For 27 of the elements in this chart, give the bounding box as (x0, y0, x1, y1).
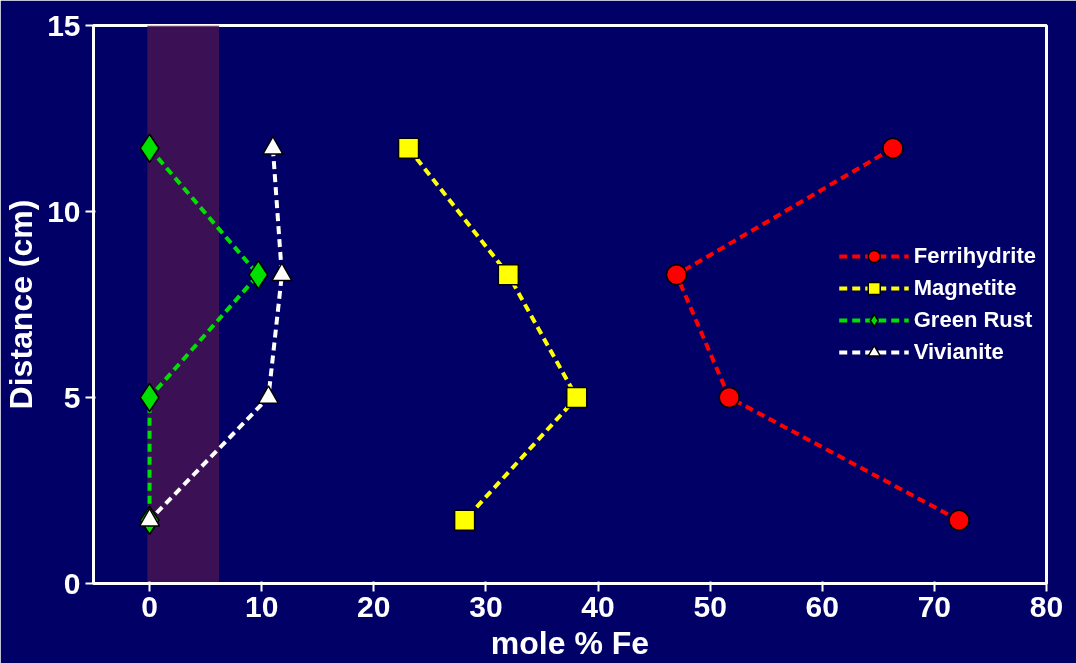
point (453, 509, 476, 532)
point (497, 263, 520, 286)
point (665, 264, 688, 286)
point (882, 137, 904, 159)
legend-label: Ferrihydrite (913, 243, 1036, 269)
x-tick-label: 40 (581, 589, 615, 623)
x-axis-title: mole % Fe (490, 624, 650, 661)
point (565, 386, 588, 409)
x-tick-label: 60 (805, 589, 839, 623)
y-tick-label: 10 (47, 194, 81, 228)
x-tick-label: 70 (917, 589, 952, 623)
x-tick-label: 20 (357, 589, 391, 623)
point (718, 386, 740, 409)
y-tick-label: 5 (63, 380, 81, 414)
x-tick-label: 10 (244, 589, 279, 623)
x-tick-label: 80 (1029, 589, 1064, 623)
y-tick-label: 0 (63, 566, 81, 600)
x-tick-label: 50 (693, 589, 727, 623)
point (397, 137, 420, 160)
point (948, 509, 970, 531)
legend-label: Magnetite (913, 275, 1017, 301)
y-tick-label: 15 (47, 8, 81, 42)
y-axis-title: Distance (cm) (3, 199, 40, 410)
x-tick-label: 0 (141, 589, 158, 623)
legend-label: Vivianite (913, 339, 1004, 365)
x-tick-label: 30 (469, 589, 503, 623)
legend-label: Green Rust (913, 307, 1033, 333)
